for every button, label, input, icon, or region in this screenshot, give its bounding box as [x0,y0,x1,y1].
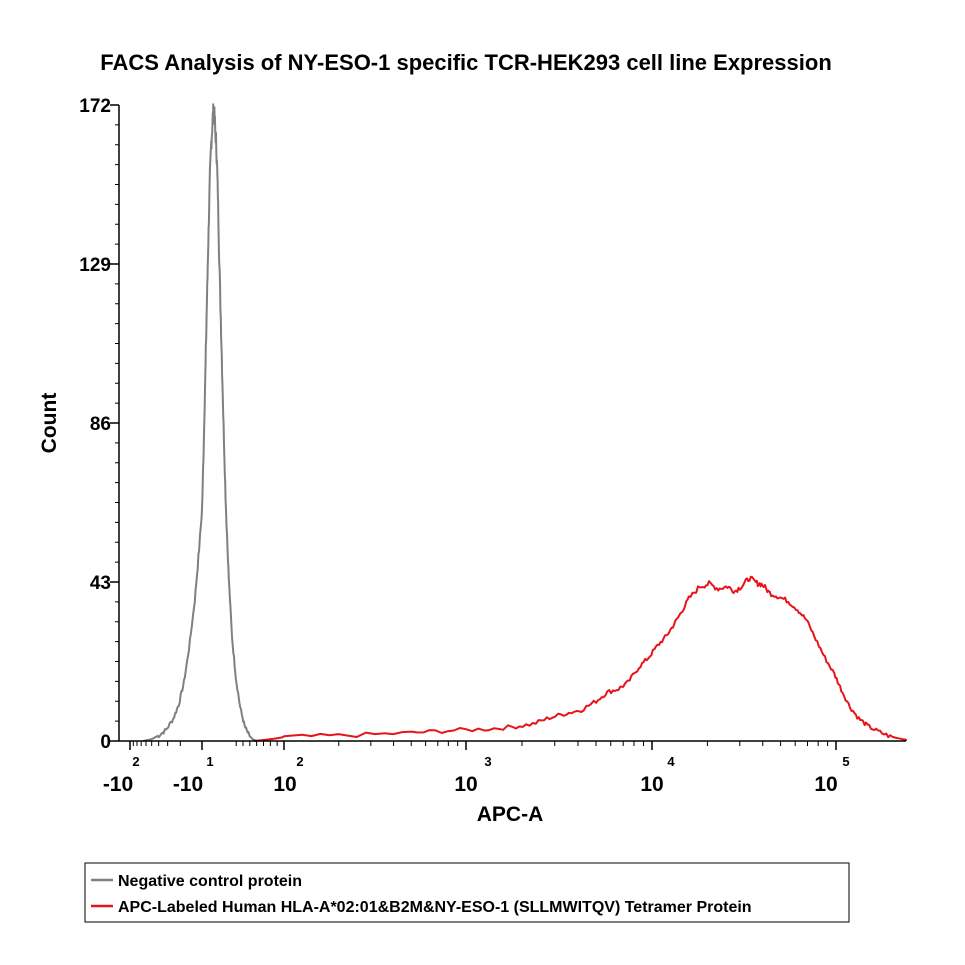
x-tick-label-exponent: 4 [667,754,675,769]
x-axis-label: APC-A [477,803,544,826]
x-tick-label-base: -10 [173,773,203,796]
series-layer [142,103,907,742]
y-axis-label: Count [38,393,61,454]
x-tick-label-exponent: 2 [132,754,139,769]
legend-box [84,862,850,923]
x-tick-label-base: -10 [103,773,133,796]
legend-label-negative-control: Negative control protein [118,873,302,890]
x-tick-label-base: 10 [273,773,296,796]
x-tick-label-exponent: 1 [206,754,213,769]
x-tick-label-exponent: 3 [484,754,491,769]
legend: Negative control protein APC-Labeled Hum… [84,862,850,923]
y-tick-label: 172 [79,96,111,117]
series-line-negative-control [142,103,258,742]
series-line-tetramer [253,575,907,742]
x-tick-label-base: 10 [640,773,663,796]
y-tick-label: 129 [79,255,111,276]
y-tick-label: 0 [100,732,111,753]
chart-title: FACS Analysis of NY-ESO-1 specific TCR-H… [100,50,832,75]
x-tick-label-base: 10 [454,773,477,796]
y-axis-ticks: 0 43 86 129 172 [79,96,119,753]
x-tick-label-exponent: 2 [296,754,303,769]
x-tick-label-exponent: 5 [842,754,849,769]
x-tick-label-base: 10 [814,773,837,796]
y-tick-label: 43 [90,573,111,594]
legend-label-tetramer: APC-Labeled Human HLA-A*02:01&B2M&NY-ESO… [118,899,752,916]
y-tick-label: 86 [90,414,111,435]
